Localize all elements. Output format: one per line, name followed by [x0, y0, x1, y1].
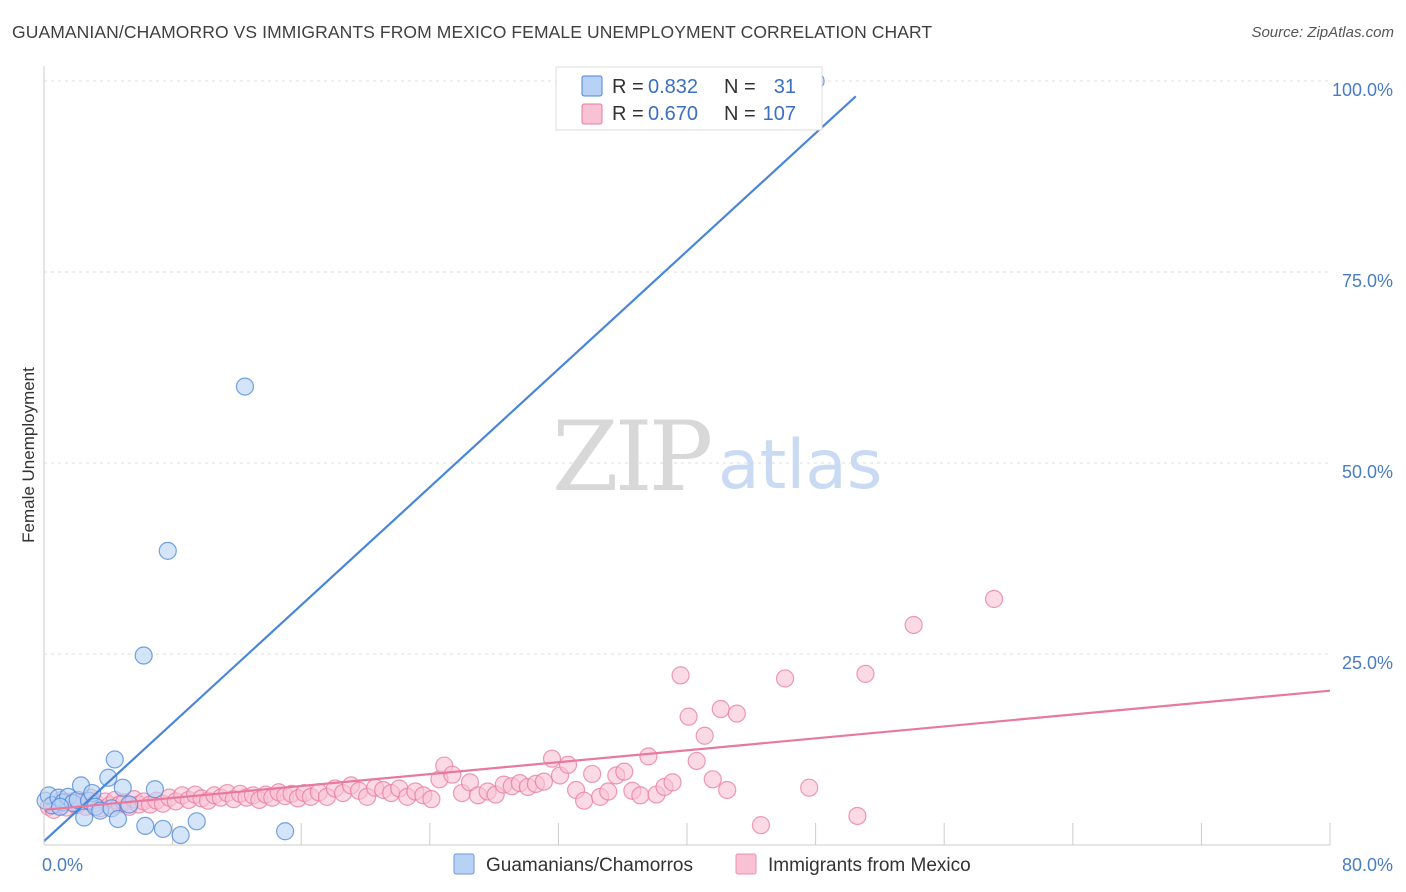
point-guamanian-14	[99, 768, 118, 787]
y-tick-label-1: 50.0%	[1342, 462, 1393, 482]
legend-swatch-guamanian	[581, 75, 603, 97]
point-mexico-102	[800, 778, 819, 797]
y-axis-label: Female Unemployment	[19, 367, 38, 543]
series-legend: Guamanians/Chamorros Immigrants from Mex…	[453, 853, 971, 876]
legend-r-value-1: 0.670	[648, 103, 698, 125]
point-mexico-105	[904, 615, 923, 635]
point-guamanian-20	[134, 646, 153, 665]
series-legend-label-guamanian: Guamanians/Chamorros	[486, 855, 693, 876]
point-mexico-78	[558, 755, 578, 774]
point-mexico-106	[984, 589, 1004, 609]
trend-line-mexico	[43, 689, 1331, 811]
point-mexico-85	[615, 762, 634, 781]
series-legend-label-mexico: Immigrants from Mexico	[768, 855, 971, 876]
x-tick-label-max: 80.0%	[1342, 855, 1393, 875]
point-mexico-75	[534, 772, 554, 791]
point-guamanian-27	[235, 377, 255, 396]
point-mexico-91	[663, 773, 682, 792]
x-tick-label-min: 0.0%	[42, 855, 83, 875]
point-mexico-101	[775, 669, 795, 688]
point-mexico-97	[711, 699, 730, 719]
point-mexico-95	[695, 726, 714, 745]
point-guamanian-19	[120, 795, 139, 814]
watermark-zip: ZIP	[552, 401, 711, 513]
point-mexico-64	[443, 765, 462, 784]
point-guamanian-21	[136, 816, 155, 836]
legend-r-value-0: 0.832	[648, 76, 698, 98]
data-points	[36, 71, 1004, 845]
legend-n-value-1: 107	[763, 103, 796, 125]
point-guamanian-17	[108, 809, 128, 829]
y-tick-label-0: 25.0%	[1342, 653, 1393, 673]
stats-legend: R = 0.832 N = 31 R = 0.670 N = 107	[555, 66, 823, 131]
point-mexico-80	[575, 791, 594, 810]
point-guamanian-22	[145, 780, 165, 799]
legend-n-label-0: N =	[724, 76, 756, 98]
point-mexico-100	[751, 816, 771, 835]
point-mexico-93	[679, 707, 698, 726]
point-mexico-98	[718, 780, 737, 800]
trend-line-guamanian	[43, 95, 857, 842]
point-guamanian-18	[113, 778, 132, 797]
point-mexico-88	[639, 747, 658, 766]
legend-r-label-1: R =	[612, 103, 644, 125]
point-guamanian-25	[171, 825, 190, 845]
trend-lines	[43, 95, 1331, 842]
point-guamanian-16	[105, 750, 124, 769]
point-mexico-66	[460, 773, 480, 792]
point-guamanian-23	[153, 819, 173, 839]
legend-n-value-0: 31	[774, 76, 796, 98]
point-guamanian-26	[187, 812, 206, 831]
series-legend-swatch-mexico	[735, 853, 757, 875]
point-mexico-92	[671, 666, 690, 685]
series-legend-swatch-guamanian	[453, 853, 475, 875]
point-mexico-87	[631, 786, 650, 805]
legend-r-label-0: R =	[612, 76, 644, 98]
point-mexico-96	[703, 770, 722, 789]
legend-swatch-mexico	[581, 103, 603, 125]
point-mexico-83	[599, 782, 618, 801]
point-mexico-99	[727, 704, 746, 723]
watermark: ZIP atlas	[552, 401, 882, 513]
y-tick-label-2: 75.0%	[1342, 271, 1393, 291]
point-mexico-81	[583, 764, 602, 784]
source-label: Source: ZipAtlas.com	[1251, 24, 1394, 41]
legend-n-label-1: N =	[724, 103, 756, 125]
axes: 25.0% 50.0% 75.0% 100.0% 0.0% 80.0%	[42, 66, 1393, 875]
point-guamanian-28	[276, 822, 295, 841]
point-mexico-61	[422, 790, 441, 809]
watermark-atlas: atlas	[718, 426, 882, 505]
chart-title: GUAMANIAN/CHAMORRO VS IMMIGRANTS FROM ME…	[12, 22, 933, 42]
point-mexico-104	[856, 664, 875, 683]
point-guamanian-9	[75, 808, 94, 827]
point-mexico-76	[542, 749, 562, 768]
point-mexico-94	[687, 751, 706, 771]
y-tick-label-3: 100.0%	[1332, 80, 1393, 100]
point-guamanian-24	[158, 541, 177, 560]
point-mexico-103	[848, 806, 867, 826]
